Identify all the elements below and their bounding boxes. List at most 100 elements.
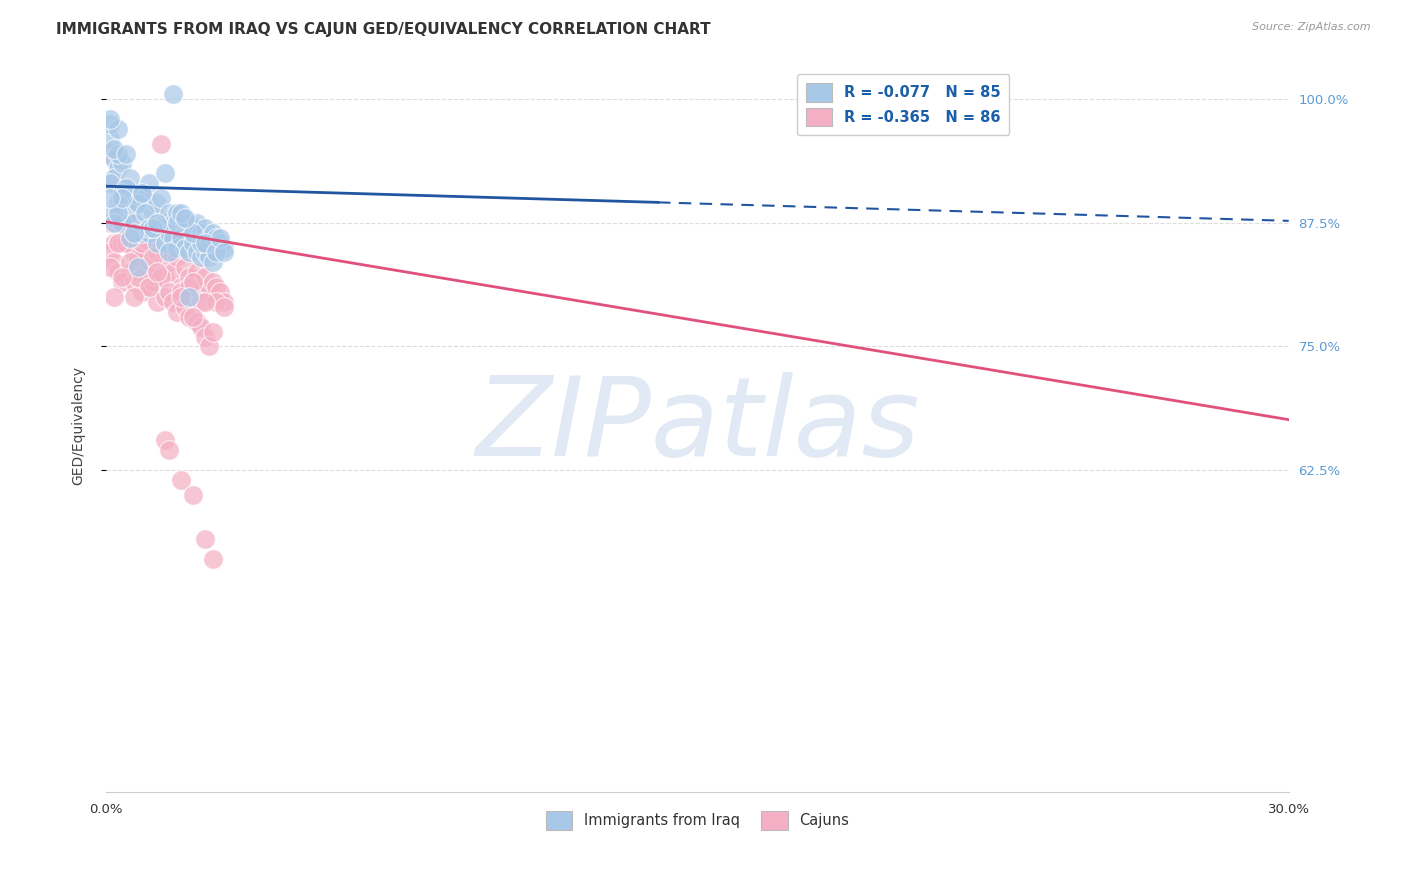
- Point: [138, 235, 160, 250]
- Point: [205, 230, 228, 244]
- Point: [157, 443, 180, 458]
- Point: [142, 260, 165, 275]
- Point: [98, 191, 121, 205]
- Point: [107, 146, 129, 161]
- Point: [174, 260, 197, 275]
- Point: [181, 275, 204, 289]
- Point: [127, 251, 149, 265]
- Point: [142, 275, 165, 289]
- Point: [201, 275, 224, 289]
- Point: [162, 87, 184, 102]
- Point: [162, 230, 184, 244]
- Point: [214, 241, 236, 255]
- Point: [127, 270, 149, 285]
- Point: [103, 290, 125, 304]
- Point: [107, 161, 129, 176]
- Point: [155, 235, 177, 250]
- Point: [98, 132, 121, 146]
- Text: IMMIGRANTS FROM IRAQ VS CAJUN GED/EQUIVALENCY CORRELATION CHART: IMMIGRANTS FROM IRAQ VS CAJUN GED/EQUIVA…: [56, 22, 711, 37]
- Point: [150, 191, 173, 205]
- Legend: Immigrants from Iraq, Cajuns: Immigrants from Iraq, Cajuns: [540, 805, 855, 836]
- Point: [118, 265, 141, 279]
- Point: [98, 216, 121, 230]
- Y-axis label: GED/Equivalency: GED/Equivalency: [72, 366, 86, 485]
- Point: [209, 235, 232, 250]
- Point: [114, 220, 136, 235]
- Point: [127, 196, 149, 211]
- Point: [122, 226, 145, 240]
- Point: [170, 285, 193, 299]
- Point: [170, 206, 193, 220]
- Point: [103, 235, 125, 250]
- Point: [155, 216, 177, 230]
- Point: [138, 280, 160, 294]
- Point: [209, 230, 232, 244]
- Point: [166, 216, 188, 230]
- Point: [181, 275, 204, 289]
- Point: [162, 265, 184, 279]
- Point: [157, 226, 180, 240]
- Point: [107, 235, 129, 250]
- Point: [155, 270, 177, 285]
- Point: [118, 255, 141, 269]
- Point: [170, 226, 193, 240]
- Point: [111, 216, 134, 230]
- Point: [118, 216, 141, 230]
- Point: [181, 290, 204, 304]
- Point: [107, 196, 129, 211]
- Point: [174, 300, 197, 314]
- Point: [146, 295, 169, 310]
- Point: [157, 206, 180, 220]
- Point: [177, 290, 200, 304]
- Point: [146, 196, 169, 211]
- Point: [107, 201, 129, 215]
- Point: [170, 230, 193, 244]
- Point: [118, 171, 141, 186]
- Point: [214, 245, 236, 260]
- Point: [138, 220, 160, 235]
- Point: [107, 265, 129, 279]
- Point: [111, 270, 134, 285]
- Point: [146, 265, 169, 279]
- Point: [197, 230, 219, 244]
- Point: [114, 181, 136, 195]
- Point: [150, 136, 173, 151]
- Point: [138, 280, 160, 294]
- Point: [166, 305, 188, 319]
- Point: [205, 280, 228, 294]
- Point: [190, 280, 212, 294]
- Point: [103, 152, 125, 166]
- Point: [194, 270, 217, 285]
- Point: [122, 216, 145, 230]
- Point: [114, 181, 136, 195]
- Point: [111, 156, 134, 170]
- Point: [111, 235, 134, 250]
- Point: [134, 260, 156, 275]
- Point: [197, 285, 219, 299]
- Point: [177, 270, 200, 285]
- Point: [174, 211, 197, 225]
- Point: [142, 220, 165, 235]
- Point: [157, 245, 180, 260]
- Point: [131, 226, 153, 240]
- Point: [98, 260, 121, 275]
- Point: [186, 265, 208, 279]
- Point: [107, 235, 129, 250]
- Point: [201, 552, 224, 566]
- Point: [98, 117, 121, 131]
- Point: [111, 191, 134, 205]
- Point: [150, 220, 173, 235]
- Point: [142, 251, 165, 265]
- Point: [131, 251, 153, 265]
- Point: [122, 275, 145, 289]
- Point: [131, 186, 153, 201]
- Point: [162, 295, 184, 310]
- Point: [190, 319, 212, 334]
- Point: [201, 325, 224, 339]
- Point: [103, 142, 125, 156]
- Point: [170, 473, 193, 487]
- Point: [174, 241, 197, 255]
- Point: [190, 251, 212, 265]
- Point: [134, 191, 156, 205]
- Point: [205, 245, 228, 260]
